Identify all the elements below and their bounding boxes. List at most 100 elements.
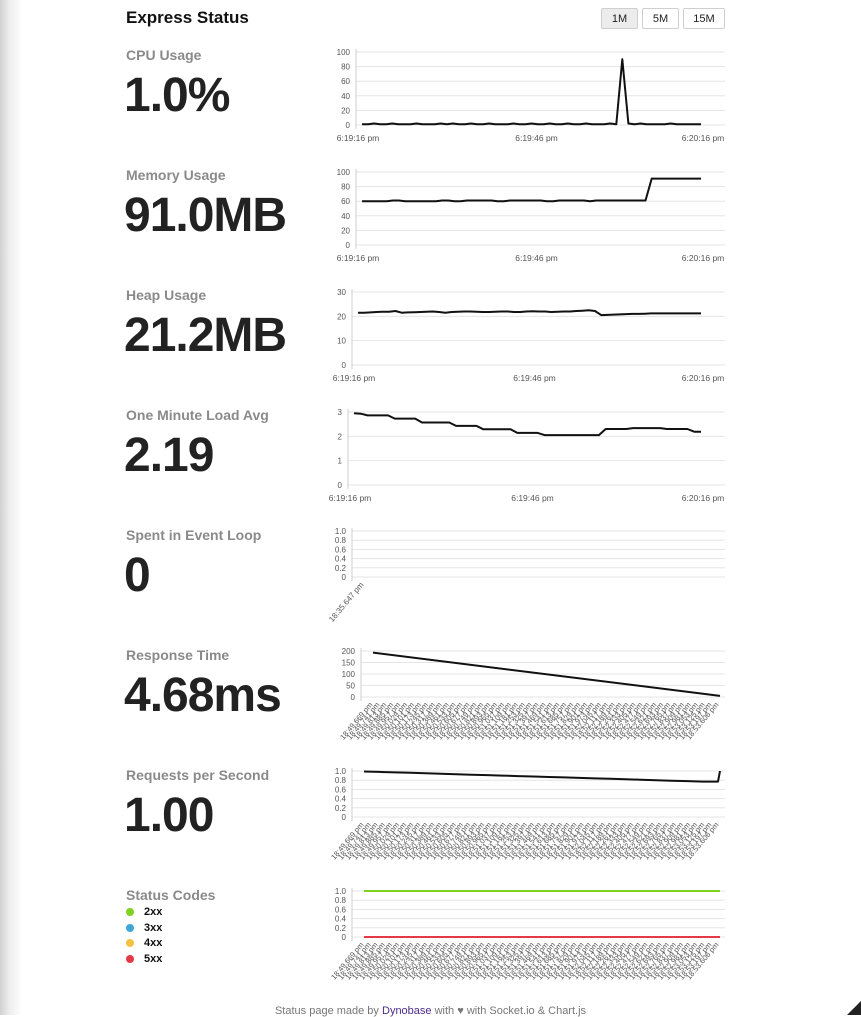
legend-dot-2xx (126, 908, 134, 916)
x-tick-label: 18:35.647 pm (327, 580, 366, 624)
cpu-usage-value: 1.0% (124, 69, 230, 122)
series-line (363, 770, 721, 783)
memory-usage-value: 91.0MB (124, 189, 287, 242)
legend-dot-3xx (126, 923, 134, 932)
y-tick-label: 20 (341, 226, 350, 235)
footer: Status page made by Dynobase with ♥ with… (0, 1005, 861, 1017)
x-tick-label: 6:19:16 pm (329, 493, 372, 503)
x-tick-label: 6:19:46 pm (511, 493, 554, 503)
y-tick-label: 80 (341, 183, 350, 192)
y-tick-label: 0.4 (335, 555, 347, 564)
x-tick-label: 6:19:46 pm (515, 253, 558, 263)
y-tick-label: 0 (342, 573, 347, 582)
legend-label-3xx: 3xx (144, 921, 163, 934)
y-tick-label: 0.2 (335, 804, 347, 813)
cpu-usage-chart: 0 20 40 60 80 100 6:19:16 pm 6:19:46 pm 6:20:16 … (337, 48, 725, 143)
y-tick-label: 0.6 (335, 785, 347, 794)
legend-label-2xx: 2xx (144, 906, 163, 918)
y-tick-label: 0.2 (335, 564, 347, 573)
legend-label-4xx: 4xx (144, 937, 163, 949)
load-avg-chart: 0 1 2 3 6:19:16 pm 6:19:46 pm 6:20:16 pm (329, 408, 725, 503)
heap-usage-chart: 0 10 20 30 6:19:16 pm 6:19:46 pm 6:20:16 pm (333, 288, 725, 383)
event-loop-value: 0 (124, 549, 151, 602)
cpu-usage-label: CPU Usage (126, 47, 202, 63)
load-avg-label: One Minute Load Avg (126, 407, 269, 423)
y-tick-label: 40 (341, 212, 350, 221)
series-line (358, 309, 701, 317)
x-tick-label: 6:19:16 pm (337, 253, 380, 263)
y-tick-label: 0.2 (335, 924, 347, 933)
window-shadow (0, 0, 22, 1015)
y-tick-label: 1 (338, 457, 343, 466)
footer-prefix: Status page made by (274, 1005, 379, 1017)
load-avg-value: 2.19 (124, 429, 214, 482)
y-tick-label: 10 (337, 337, 346, 346)
y-tick-label: 1.0 (335, 527, 347, 536)
y-tick-label: 2 (338, 432, 343, 441)
y-tick-label: 0 (342, 933, 347, 942)
y-tick-label: 0.8 (335, 536, 347, 545)
heap-usage-value: 21.2MB (124, 309, 287, 362)
y-tick-label: 30 (337, 288, 346, 297)
heap-usage-label: Heap Usage (126, 287, 207, 303)
span-1m-button[interactable]: 1M (601, 8, 638, 29)
y-tick-label: 60 (341, 77, 350, 86)
y-tick-label: 80 (341, 63, 350, 72)
y-tick-label: 0 (346, 241, 351, 250)
y-tick-label: 0.8 (335, 896, 347, 905)
y-tick-label: 0.6 (335, 905, 347, 914)
y-tick-label: 100 (337, 168, 351, 177)
y-tick-label: 100 (342, 670, 356, 679)
event-loop-chart: 00.20.40.60.81.0 18:35.647 pm (327, 527, 725, 624)
requests-per-second-label: Requests per Second (126, 767, 270, 783)
memory-usage-label: Memory Usage (126, 167, 226, 183)
window-corner (847, 1001, 861, 1015)
legend-dot-4xx (126, 939, 134, 947)
status-codes-label: Status Codes (126, 887, 216, 903)
y-tick-label: 3 (338, 408, 343, 417)
y-tick-label: 0 (342, 813, 347, 822)
y-tick-label: 0.4 (335, 795, 347, 804)
y-tick-label: 40 (341, 92, 350, 101)
x-tick-label: 6:19:46 pm (513, 373, 556, 383)
y-tick-label: 0.6 (335, 545, 347, 554)
x-tick-label: 6:19:46 pm (515, 133, 558, 143)
series-line (362, 58, 701, 126)
footer-suffix: with ♥ with Socket.io & Chart.js (434, 1005, 587, 1017)
legend-label-5xx: 5xx (144, 952, 163, 965)
requests-per-second-value: 1.00 (124, 789, 214, 842)
y-tick-label: 20 (337, 312, 346, 321)
x-tick-label: 6:19:16 pm (333, 373, 376, 383)
y-tick-label: 200 (342, 647, 356, 656)
page-title: Express Status (126, 8, 249, 27)
x-tick-label: 6:20:16 pm (682, 133, 725, 143)
y-tick-label: 1.0 (335, 887, 347, 896)
span-15m-button[interactable]: 15M (683, 8, 725, 29)
x-tick-label: 6:20:16 pm (682, 373, 725, 383)
series-line (362, 177, 701, 203)
event-loop-label: Spent in Event Loop (126, 527, 262, 543)
y-tick-label: 0 (351, 693, 356, 702)
footer-link[interactable]: Dynobase (382, 1005, 432, 1017)
legend-dot-5xx (126, 954, 134, 963)
series-line (372, 651, 721, 697)
y-tick-label: 0 (338, 481, 343, 490)
x-tick-label: 6:20:16 pm (682, 253, 725, 263)
span-5m-button[interactable]: 5M (642, 8, 679, 29)
response-time-label: Response Time (126, 647, 230, 663)
y-tick-label: 150 (342, 659, 356, 668)
y-tick-label: 0.8 (335, 776, 347, 785)
y-tick-label: 1.0 (335, 767, 347, 776)
y-tick-label: 0.4 (335, 915, 347, 924)
response-time-value: 4.68ms (124, 669, 282, 722)
x-tick-label: 6:20:16 pm (682, 493, 725, 503)
y-tick-label: 100 (337, 48, 351, 57)
y-tick-label: 0 (342, 361, 347, 370)
series-line (353, 412, 701, 437)
y-tick-label: 50 (346, 682, 355, 691)
memory-usage-chart: 0 20 40 60 80 100 6:19:16 pm 6:19:46 pm 6:20:16 … (337, 168, 725, 263)
y-tick-label: 0 (346, 121, 351, 130)
